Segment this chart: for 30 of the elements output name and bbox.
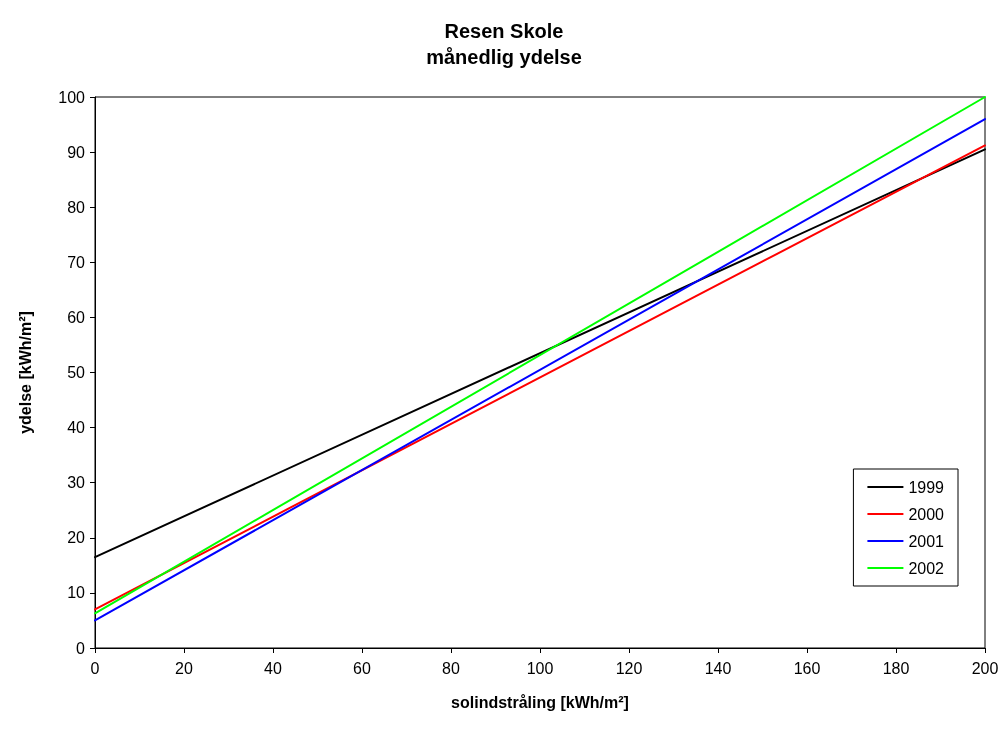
legend-label: 1999 — [908, 478, 945, 496]
x-axis-title: solindstråling [kWh/m²] — [451, 693, 629, 711]
chart-subtitle: månedlig ydelse — [426, 46, 582, 68]
y-axis-title: ydelse [kWh/m²] — [16, 311, 34, 434]
x-tick-label: 160 — [793, 659, 821, 677]
legend-label: 2002 — [908, 559, 945, 577]
y-tick-label: 100 — [58, 88, 86, 106]
x-tick-label: 20 — [175, 659, 193, 677]
y-tick-label: 90 — [67, 143, 86, 161]
legend-label: 2001 — [908, 532, 945, 550]
y-tick-label: 70 — [67, 253, 86, 271]
x-tick-label: 200 — [971, 659, 999, 677]
y-tick-label: 40 — [67, 419, 86, 437]
x-tick-label: 0 — [90, 659, 100, 677]
legend-label: 2000 — [908, 505, 945, 523]
y-tick-label: 30 — [67, 474, 86, 492]
y-tick-label: 50 — [67, 364, 86, 381]
y-tick-label: 10 — [67, 584, 86, 602]
x-tick-label: 40 — [264, 659, 282, 677]
y-tick-label: 80 — [67, 198, 86, 216]
x-tick-label: 120 — [615, 659, 643, 677]
x-tick-label: 100 — [526, 659, 554, 677]
x-tick-label: 140 — [704, 659, 732, 677]
x-tick-label: 80 — [442, 659, 460, 677]
chart-title: Resen Skole — [444, 20, 564, 42]
y-tick-label: 20 — [67, 529, 86, 547]
x-tick-label: 60 — [353, 659, 371, 677]
y-tick-label: 60 — [67, 308, 86, 326]
x-tick-label: 180 — [882, 659, 910, 677]
y-tick-label: 0 — [76, 639, 86, 657]
